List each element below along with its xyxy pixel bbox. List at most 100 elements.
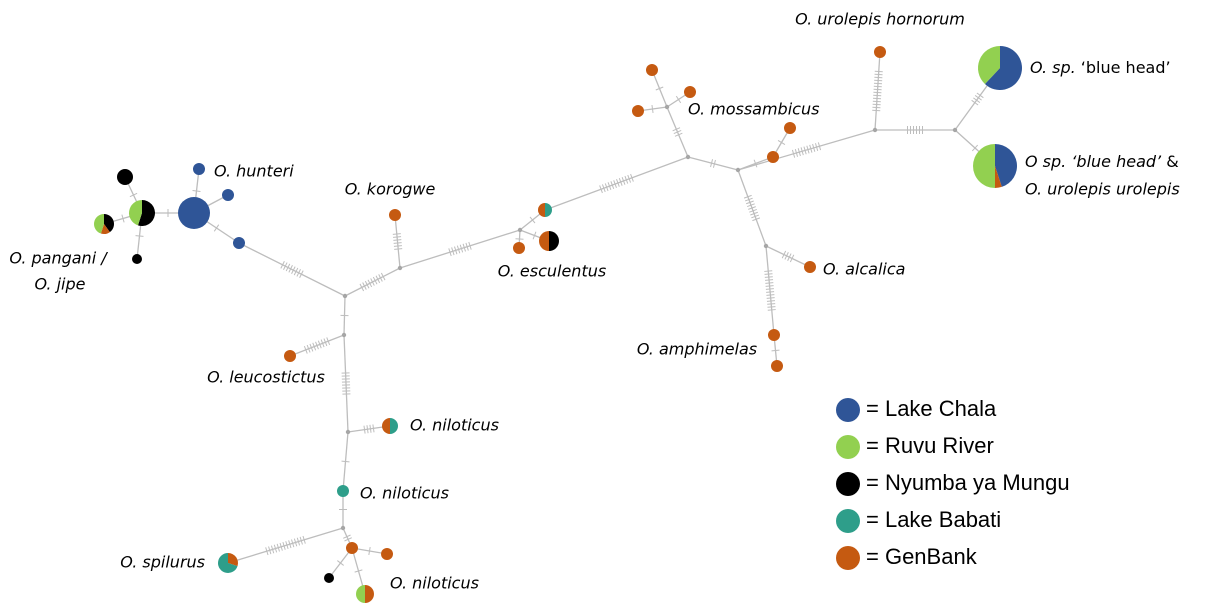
mutation-hatch	[135, 235, 144, 237]
mutation-hatch	[744, 197, 753, 202]
mutation-hatch	[599, 185, 603, 194]
mutation-hatch	[613, 180, 617, 188]
mutation-hatch	[268, 546, 272, 555]
label: O sp. ‘blue head’ &	[1025, 152, 1179, 171]
mutation-hatch	[872, 106, 881, 109]
mutation-hatch	[814, 143, 819, 152]
mutation-hatch	[282, 541, 286, 550]
mutation-hatch	[343, 534, 351, 539]
mutation-hatch	[764, 273, 773, 275]
haplotype-slice	[995, 144, 1017, 187]
mutation-hatch	[766, 297, 775, 299]
mutation-hatch	[288, 540, 292, 549]
label: O. urolepis urolepis	[1025, 180, 1180, 199]
mutation-hatch	[765, 288, 774, 290]
legend-swatch	[836, 472, 860, 496]
label-part: O. sp.	[1030, 58, 1076, 77]
label: O. jipe	[34, 275, 85, 294]
mutation-hatch	[777, 140, 786, 145]
mutation-hatch	[372, 276, 378, 285]
label: O. leucostictus	[207, 368, 325, 387]
mutation-hatch	[874, 70, 883, 73]
mutation-hatch	[655, 86, 664, 91]
mutation-hatch	[372, 424, 375, 433]
haplotype-slice	[539, 231, 549, 251]
mutation-hatch	[812, 143, 816, 152]
mutation-hatch	[767, 309, 776, 311]
mutation-hatch	[265, 547, 269, 556]
label: O. urolepis hornorum	[795, 10, 965, 29]
mutation-hatch	[299, 270, 304, 278]
haplotype-slice	[228, 553, 238, 567]
mutation-hatch	[766, 294, 775, 296]
mutation-hatch	[874, 73, 883, 76]
label: O. niloticus	[390, 574, 479, 593]
mutation-hatch	[767, 303, 776, 305]
edge	[343, 334, 349, 433]
mutation-hatch	[362, 282, 367, 290]
mutation-hatch	[974, 95, 982, 101]
mutation-hatch	[302, 535, 306, 544]
mutation-hatch	[364, 280, 370, 289]
mutation-hatch	[369, 424, 372, 433]
mutation-hatch	[326, 337, 331, 346]
mutation-hatch	[874, 79, 883, 82]
mutation-hatch	[367, 279, 373, 288]
mutation-hatch	[454, 246, 458, 255]
haplotype	[684, 86, 696, 98]
mutation-hatch	[270, 545, 275, 554]
mutation-hatch	[751, 214, 760, 219]
haplotype-slice	[549, 231, 559, 251]
label: O. esculentus	[498, 262, 606, 281]
legend-swatch	[836, 435, 860, 459]
mutation-hatch	[309, 343, 314, 352]
mutation-hatch	[803, 146, 807, 155]
legend-label: = Ruvu River	[866, 433, 994, 458]
mutation-hatch	[621, 176, 626, 185]
mutation-hatch	[344, 537, 352, 542]
haplotype	[132, 254, 142, 264]
label-part: O sp. ‘blue head’	[1025, 152, 1162, 171]
haplotype-slice	[390, 418, 398, 434]
label: O. niloticus	[410, 416, 499, 435]
legend-swatch	[836, 546, 860, 570]
legend-swatch	[836, 509, 860, 533]
mutation-hatch	[293, 538, 298, 547]
mutation-hatch	[749, 208, 757, 213]
label: O. niloticus	[360, 484, 449, 503]
mutation-hatch	[129, 192, 138, 198]
mutation-hatch	[296, 269, 301, 277]
mutation-hatch	[748, 206, 756, 210]
median-vector	[763, 243, 769, 249]
haplotype	[284, 350, 296, 362]
median-vector	[345, 429, 351, 435]
haplotype-slice	[137, 200, 155, 226]
edge	[227, 527, 344, 564]
mutation-hatch	[797, 148, 801, 157]
mutation-hatch	[873, 82, 883, 85]
haplotype-slice	[217, 553, 238, 573]
mutation-hatch	[789, 254, 795, 263]
label: O. hunteri	[214, 162, 294, 181]
mutation-hatch	[375, 275, 381, 284]
median-vector	[397, 265, 403, 271]
mutation-hatch	[872, 97, 882, 100]
label: O. spilurus	[120, 553, 205, 572]
mutation-hatch	[787, 253, 792, 261]
mutation-hatch	[456, 245, 461, 254]
edge	[874, 51, 881, 131]
mutation-hatch	[299, 536, 303, 545]
haplotype	[346, 542, 358, 554]
mutation-hatch	[971, 99, 979, 106]
haplotype	[222, 189, 234, 201]
haplotype-slice	[365, 585, 374, 603]
mutation-hatch	[873, 91, 882, 94]
mutation-hatch	[750, 211, 759, 216]
median-vector	[517, 227, 523, 233]
mutation-hatch	[743, 194, 752, 199]
mutation-hatch	[873, 85, 882, 88]
haplotype-slice	[382, 418, 390, 434]
haplotype	[178, 197, 210, 229]
mutation-hatch	[601, 184, 606, 193]
